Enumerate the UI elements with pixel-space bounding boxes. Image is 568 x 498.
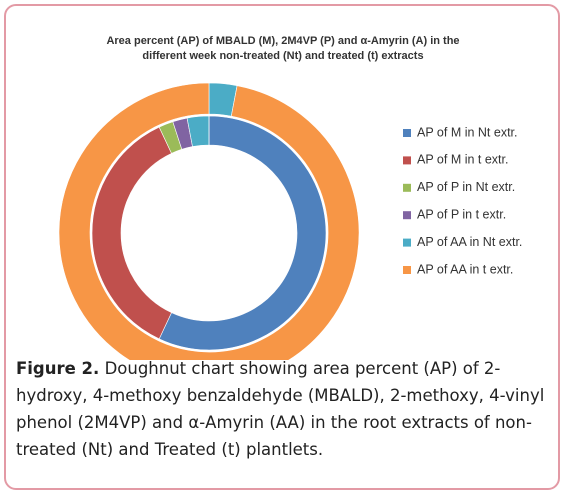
legend-swatch: [403, 183, 411, 192]
legend-swatch: [403, 211, 411, 220]
caption: Figure 2. Doughnut chart showing area pe…: [16, 355, 552, 463]
legend-label: AP of P in t extr.: [417, 207, 506, 221]
legend-swatch: [403, 129, 411, 137]
doughnut-segment: [158, 115, 327, 351]
legend-label: AP of AA in Nt extr.: [417, 235, 522, 249]
figure-frame: [4, 4, 560, 490]
chart-title: Area percent (AP) of MBALD (M), 2M4VP (P…: [106, 35, 459, 47]
caption-label: Figure 2.: [16, 359, 100, 378]
legend-swatch: [403, 238, 411, 247]
legend-label: AP of M in Nt extr.: [417, 125, 518, 139]
chart-title: different week non-treated (Nt) and trea…: [142, 50, 423, 62]
legend-swatch: [403, 156, 411, 165]
legend-swatch: [403, 266, 411, 274]
doughnut-segment: [58, 82, 360, 360]
legend-label: AP of M in t extr.: [417, 153, 508, 167]
chart: Area percent (AP) of MBALD (M), 2M4VP (P…: [58, 35, 522, 360]
caption-text: Doughnut chart showing area percent (AP)…: [16, 359, 545, 459]
legend-label: AP of P in Nt extr.: [417, 180, 515, 194]
legend-label: AP of AA in t extr.: [417, 262, 513, 276]
